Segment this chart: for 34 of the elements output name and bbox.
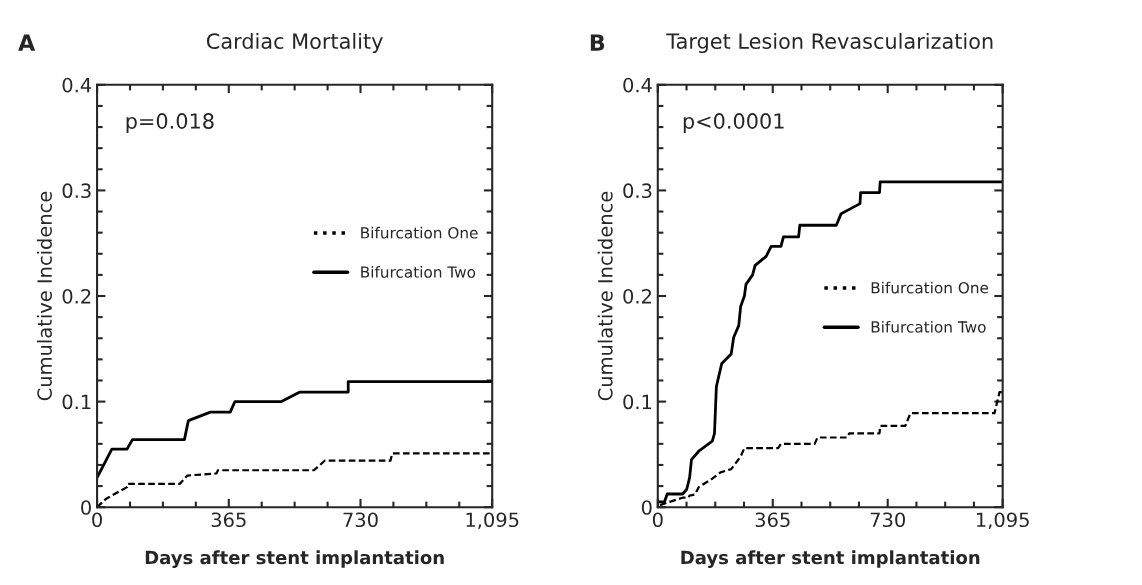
legend-label: Bifurcation One xyxy=(361,226,478,239)
line-series xyxy=(97,380,493,480)
y-tick-label: 0 xyxy=(641,500,652,515)
y-axis-title: Cumulative Incidence xyxy=(36,191,52,401)
x-tick-label: 730 xyxy=(870,512,905,528)
chart-title: Target Lesion Revascularization xyxy=(666,32,993,54)
legend-label: Bifurcation Two xyxy=(361,266,476,278)
annotation: p=0.018 xyxy=(126,113,214,133)
y-tick-label: 0 xyxy=(81,500,91,515)
x-tick-label: 1,095 xyxy=(466,512,519,530)
x-tick-label: 0 xyxy=(652,512,663,528)
text: A xyxy=(18,34,36,51)
y-tick-label: 0.4 xyxy=(62,77,92,93)
x-axis-title: Days after stent implantation xyxy=(681,550,980,568)
y-tick-label: 0.1 xyxy=(623,394,652,410)
y-tick-label: 0.4 xyxy=(623,77,652,93)
y-tick-label: 0.1 xyxy=(62,394,91,410)
line-series xyxy=(657,180,1003,504)
annotation: p<0.0001 xyxy=(683,113,784,133)
x-axis-title: Days after stent implantation xyxy=(145,550,444,568)
legend-label: Bifurcation One xyxy=(871,281,989,294)
y-axis-title: Cumulative Incidence xyxy=(597,191,613,401)
x-tick-label: 1,095 xyxy=(976,512,1029,530)
chart-title: Cardiac Mortality xyxy=(206,32,383,54)
x-tick-label: 730 xyxy=(343,512,378,528)
y-tick-label: 0.3 xyxy=(623,183,652,199)
y-tick-label: 0.3 xyxy=(62,183,91,199)
x-tick-label: 365 xyxy=(755,512,790,528)
x-tick-label: 0 xyxy=(92,512,102,528)
x-tick-label: 365 xyxy=(211,512,246,528)
legend-label: Bifurcation Two xyxy=(871,320,986,333)
text: B xyxy=(590,34,605,51)
y-tick-label: 0.2 xyxy=(62,288,91,304)
y-tick-label: 0.2 xyxy=(623,288,651,304)
